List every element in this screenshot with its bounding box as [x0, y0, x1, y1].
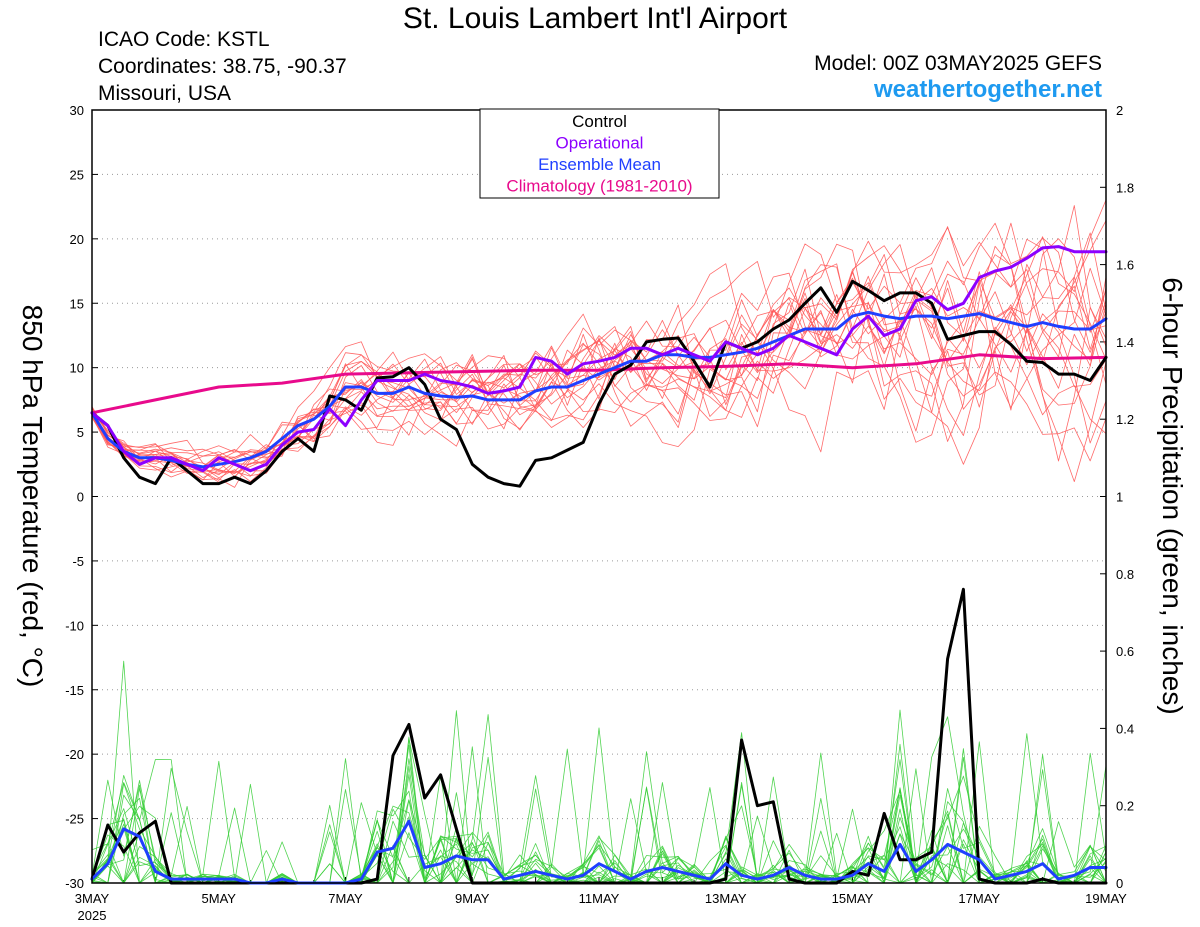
coordinates: Coordinates: 38.75, -90.37 — [98, 55, 347, 78]
x-tick-label: 13MAY — [705, 891, 747, 906]
x-tick-label: 15MAY — [832, 891, 874, 906]
legend-entry: Ensemble Mean — [538, 155, 661, 174]
y-left-tick-label: -20 — [65, 747, 84, 762]
x-tick-label: 17MAY — [958, 891, 1000, 906]
x-tick-label: 3MAY — [75, 891, 110, 906]
precip-member-line — [91, 709, 1107, 884]
temp-control-line — [90, 279, 1108, 488]
chart-title: St. Louis Lambert Int'l Airport — [402, 2, 788, 35]
y-left-tick-label: -15 — [65, 683, 84, 698]
temp-mean-line — [90, 310, 1108, 469]
y-left-tick-label: 30 — [70, 103, 84, 118]
temp-climatology-line — [90, 353, 1108, 415]
y-right-tick-label: 1.2 — [1116, 412, 1134, 427]
y-right-tick-label: 1.6 — [1116, 258, 1134, 273]
x-tick-label: 7MAY — [328, 891, 363, 906]
y-left-tick-label: 0 — [77, 490, 84, 505]
icao-code: ICAO Code: KSTL — [98, 28, 270, 51]
temp-member-line — [91, 222, 1107, 472]
y-right-tick-label: 1.8 — [1116, 180, 1134, 195]
temp-member-line — [91, 236, 1107, 479]
model-run: Model: 00Z 03MAY2025 GEFS — [814, 52, 1102, 75]
x-tick-label: 9MAY — [455, 891, 490, 906]
y-right-tick-label: 0 — [1116, 876, 1123, 891]
y-left-tick-label: -25 — [65, 812, 84, 827]
temp-member-line — [91, 199, 1107, 472]
y-left-tick-label: -30 — [65, 876, 84, 891]
temp-member-line — [91, 243, 1107, 471]
y-left-tick-label: 10 — [70, 361, 84, 376]
y-left-tick-label: 15 — [70, 296, 84, 311]
legend-entry: Control — [572, 112, 627, 131]
temp-member-line — [91, 254, 1107, 475]
temp-member-line — [91, 244, 1107, 483]
y-right-tick-label: 0.8 — [1116, 567, 1134, 582]
y-right-tick-label: 0.4 — [1116, 721, 1134, 736]
legend-entry: Operational — [556, 134, 644, 153]
y-left-tick-label: -5 — [72, 554, 84, 569]
y-right-tick-label: 0.6 — [1116, 644, 1134, 659]
y-right-tick-label: 1.4 — [1116, 335, 1134, 350]
y-right-tick-label: 1 — [1116, 490, 1123, 505]
x-tick-label: 19MAY — [1085, 891, 1127, 906]
temp-operational-line — [90, 245, 1108, 473]
y-right-tick-label: 2 — [1116, 103, 1123, 118]
y-left-tick-label: -10 — [65, 618, 84, 633]
y-left-tick-label: 25 — [70, 167, 84, 182]
plot-area — [92, 110, 1106, 883]
legend-entry: Climatology (1981-2010) — [506, 177, 692, 196]
region: Missouri, USA — [98, 82, 232, 105]
y-left-tick-label: 5 — [77, 425, 84, 440]
x-tick-label: 11MAY — [579, 891, 620, 906]
legend-box — [479, 108, 720, 199]
temp-member-line — [91, 275, 1107, 463]
temp-member-line — [91, 245, 1107, 467]
y-left-tick-label: 20 — [70, 232, 84, 247]
x-tick-label: 5MAY — [202, 891, 237, 906]
site-link[interactable]: weathertogether.net — [873, 76, 1102, 103]
x-year-label: 2025 — [78, 908, 107, 923]
temp-member-line — [91, 287, 1107, 473]
y-right-tick-label: 0.2 — [1116, 799, 1134, 814]
